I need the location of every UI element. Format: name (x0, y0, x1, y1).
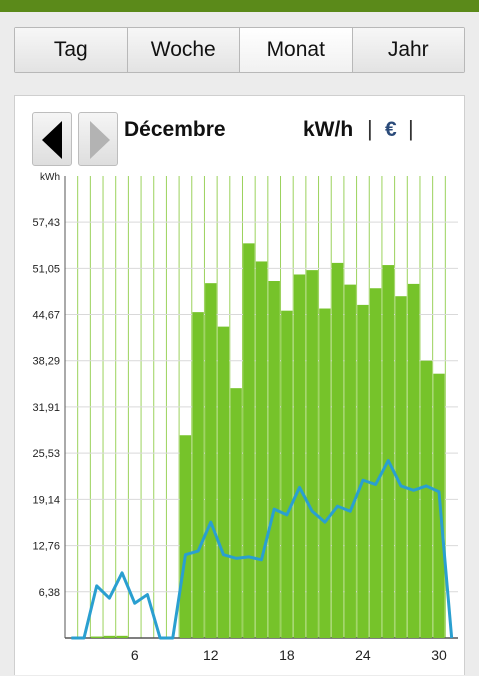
period-tabs: Tag Woche Monat Jahr (14, 27, 465, 73)
chart-bar (192, 312, 204, 638)
arrow-right-icon (90, 121, 110, 159)
tab-month[interactable]: Monat (240, 28, 353, 72)
chart-bar (116, 635, 128, 638)
chart-bar (344, 284, 356, 638)
arrow-left-icon (42, 121, 62, 159)
unit-separator: | (367, 116, 373, 141)
chart-bar (319, 308, 331, 638)
chart-bar (230, 388, 242, 638)
chart-bar (331, 262, 344, 638)
top-accent-bar (0, 0, 479, 12)
y-tick-label: 44,67 (32, 310, 60, 322)
y-tick-label: 6,38 (39, 587, 60, 599)
y-tick-label: 19,14 (32, 494, 60, 506)
chart-line-series (71, 459, 454, 640)
y-axis-label: kWh (40, 172, 60, 183)
chart-bar (281, 310, 293, 638)
y-tick-label: 31,91 (32, 402, 60, 414)
tab-year[interactable]: Jahr (352, 28, 464, 72)
chart-bar (243, 243, 255, 638)
month-title: Décembre (124, 118, 226, 141)
y-tick-label: 51,05 (32, 263, 60, 275)
x-tick-label: 12 (203, 647, 219, 663)
unit-kwh-toggle[interactable]: kW/h (303, 118, 354, 141)
unit-euro-toggle[interactable]: € (385, 118, 397, 141)
previous-month-button[interactable] (32, 112, 72, 166)
chart-bar (357, 304, 369, 638)
consumption-chart: 6,38 12,76 19,14 25,53 31,91 38,29 44,67 51,05 5… (32, 172, 458, 663)
y-tick-label: 12,76 (32, 541, 60, 553)
x-tick-label: 30 (431, 647, 447, 663)
tab-week[interactable]: Woche (127, 28, 240, 72)
x-tick-label: 6 (131, 647, 139, 663)
chart-panel: Décembre kW/h | € | 6,38 12,76 19,14 25,53 3… (14, 95, 465, 675)
x-tick-label: 24 (355, 647, 371, 663)
chart-bar (420, 360, 433, 638)
chart-bar (306, 270, 318, 638)
chart-bar (90, 636, 103, 638)
next-month-button[interactable] (78, 112, 118, 166)
chart-bar (382, 265, 394, 638)
chart-bar (268, 281, 280, 638)
chart-bar (179, 435, 192, 638)
x-tick-label: 18 (279, 647, 295, 663)
chart-bar (217, 326, 230, 638)
y-tick-label: 57,43 (32, 217, 60, 229)
tab-day[interactable]: Tag (15, 28, 128, 72)
chart-bar (255, 261, 268, 638)
y-tick-label: 38,29 (32, 356, 60, 368)
chart-bar (369, 288, 382, 638)
y-tick-label: 25,53 (32, 448, 60, 460)
chart-bar (395, 296, 407, 638)
chart-bar (205, 283, 217, 638)
chart-bar (103, 635, 116, 638)
chart-bar (407, 283, 420, 638)
chart-bar (293, 274, 306, 638)
unit-separator: | (408, 116, 414, 141)
